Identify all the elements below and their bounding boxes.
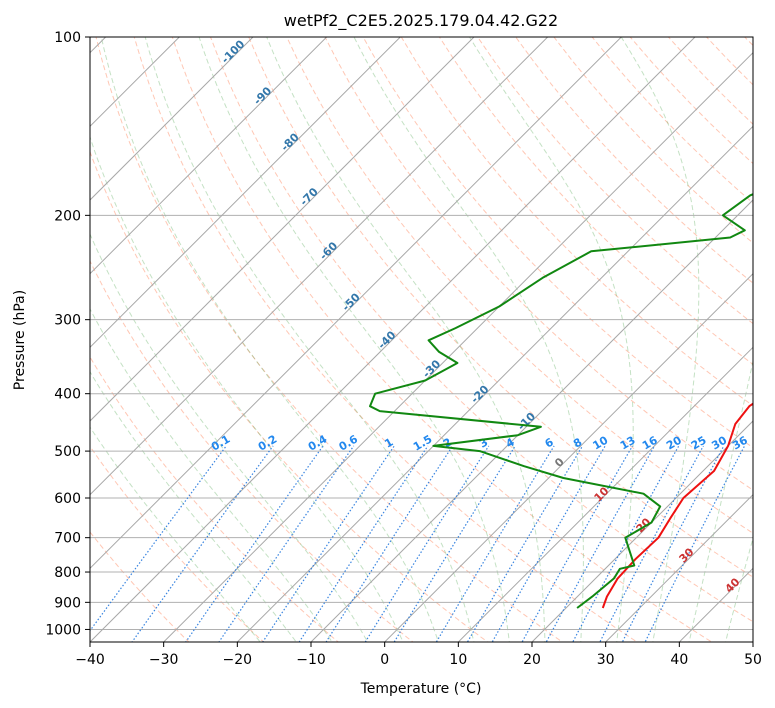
isotherm-line [90, 37, 328, 275]
isobar-grid [90, 37, 753, 630]
y-tick-label: 100 [54, 30, 81, 46]
mixing-ratio-line [218, 445, 355, 642]
chart-title: wetPf2_C2E5.2025.179.04.42.G22 [284, 11, 558, 31]
isotherm-line [90, 37, 549, 496]
dewpoint-profile-line [369, 193, 753, 609]
x-tick-label: −10 [296, 652, 326, 668]
x-axis-ticks: −40 −30 −20 −10 0 10 20 30 40 50 [75, 642, 762, 668]
mixing-ratio-line [325, 445, 454, 642]
x-tick-label: −20 [223, 652, 253, 668]
mixing-ratio-line [364, 445, 490, 642]
x-tick-label: 10 [449, 652, 467, 668]
y-tick-label: 500 [54, 444, 81, 460]
isotherm-line [90, 37, 475, 422]
y-axis-label: Pressure (hPa) [12, 290, 28, 390]
dry-adiabat-line [171, 37, 713, 642]
isotherm-line [162, 51, 753, 642]
x-axis-label: Temperature (°C) [360, 681, 482, 697]
x-tick-label: 40 [670, 652, 688, 668]
isotherm-line [90, 37, 623, 570]
x-tick-label: 20 [523, 652, 541, 668]
dry-adiabat-line [438, 37, 753, 366]
temperature-profile-line [601, 402, 753, 609]
mixing-ratio-line [521, 445, 634, 642]
moist-adiabat-line [620, 37, 700, 642]
y-tick-label: 200 [54, 208, 81, 224]
isotherm-line [310, 199, 753, 642]
isotherm-line [90, 37, 181, 128]
isotherm-line [90, 37, 696, 642]
mixing-ratio-line [599, 445, 704, 642]
y-tick-label: 800 [54, 565, 81, 581]
x-tick-label: −40 [75, 652, 105, 668]
moist-adiabat-line [725, 536, 753, 642]
isotherm-line [604, 493, 753, 642]
y-tick-label: 400 [54, 387, 81, 403]
y-tick-label: 600 [54, 491, 81, 507]
mixing-ratio-line [393, 445, 516, 642]
x-tick-label: 50 [744, 652, 762, 668]
dry-adiabat-line [400, 37, 753, 407]
plot-frame [89, 36, 754, 643]
y-axis-ticks: 100 200 300 400 500 600 700 800 900 1000 [45, 30, 90, 638]
isotherm-line [457, 346, 753, 642]
x-tick-label: 30 [597, 652, 615, 668]
moist-adiabat-line [90, 308, 333, 642]
mixing-ratio-line [545, 445, 656, 642]
moist-adiabat-line [90, 232, 369, 642]
moist-adiabat-line [266, 37, 546, 642]
mixing-ratio-line [572, 445, 680, 642]
dry-adiabat-line [324, 37, 753, 491]
mixing-ratio-line [185, 445, 324, 642]
mixing-ratio-line [131, 445, 274, 642]
y-tick-label: 300 [54, 313, 81, 329]
mixing-ratio-line [466, 445, 584, 642]
dry-adiabat-line [90, 531, 190, 642]
y-tick-label: 1000 [45, 622, 81, 638]
x-tick-label: 0 [380, 652, 389, 668]
isotherm-line [383, 272, 753, 642]
y-tick-label: 700 [54, 531, 81, 547]
mixing-ratio-line [621, 445, 725, 642]
isotherm-line [90, 37, 402, 349]
isotherm-line [90, 37, 254, 201]
sounding-profiles [369, 193, 753, 609]
y-tick-label: 900 [54, 595, 81, 611]
moist-adiabat-line [144, 37, 475, 642]
x-tick-label: −30 [149, 652, 179, 668]
mixing-ratio-line [491, 445, 606, 642]
mixing-ratio-line [435, 445, 555, 642]
isotherm-line [236, 125, 753, 642]
